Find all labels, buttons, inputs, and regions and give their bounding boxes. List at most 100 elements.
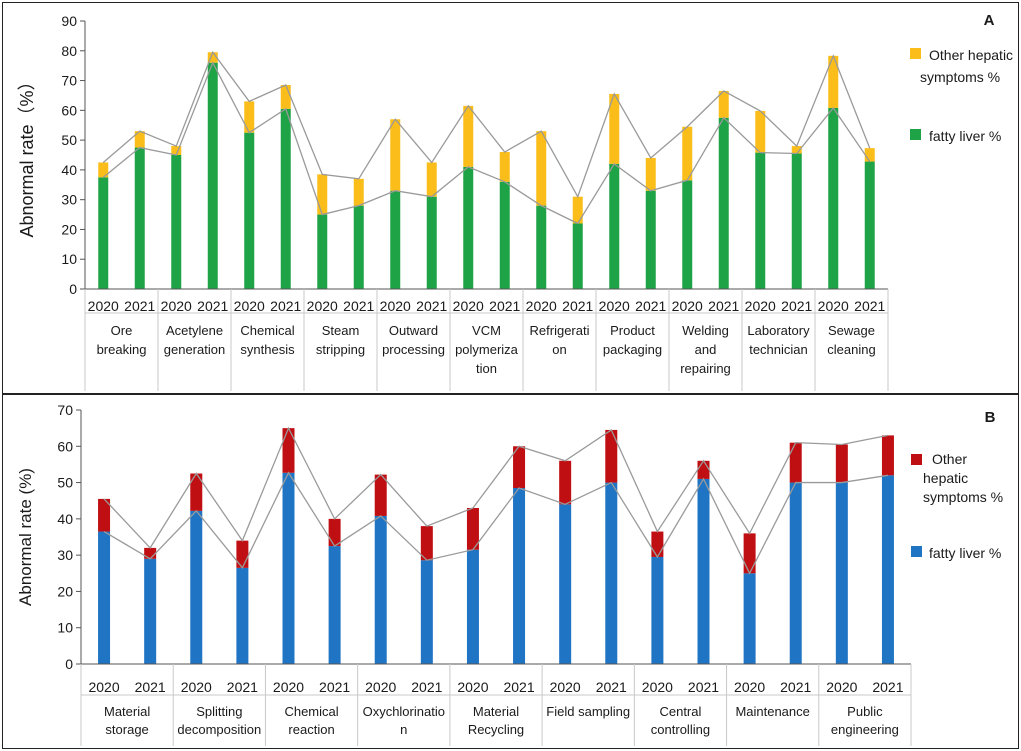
chart-a-y-tick-label: 30: [61, 192, 77, 208]
chart-b-bar-fatty-liver: [374, 515, 387, 664]
chart-a-bar-fatty-liver: [207, 62, 218, 289]
chart-a-category-label: packaging: [603, 342, 662, 357]
chart-a-category-label: synthesis: [240, 342, 295, 357]
chart-b-category-label: Splitting: [196, 704, 242, 719]
chart-a-bar-fatty-liver: [645, 190, 656, 289]
chart-a-category-label: Sewage: [828, 323, 875, 338]
chart-b-year-label: 2021: [780, 679, 811, 695]
chart-a-category-label: Outward: [389, 323, 438, 338]
chart-a-bar-other-hepatic: [207, 52, 218, 63]
chart-b-category-label: Public: [847, 704, 883, 719]
chart-a-bar-fatty-liver: [499, 181, 510, 289]
chart-a-category-label: on: [552, 342, 566, 357]
chart-a-category-label: Laboratory: [747, 323, 810, 338]
chart-a-bar-fatty-liver: [682, 180, 693, 289]
chart-a-bar-fatty-liver: [718, 117, 729, 290]
chart-a-bar-other-hepatic: [755, 110, 766, 153]
chart-b-bar-other-hepatic: [743, 533, 756, 574]
chart-b-year-label: 2021: [411, 679, 442, 695]
chart-a-year-label: 2020: [599, 298, 630, 314]
chart-b-y-tick-label: 10: [57, 620, 73, 636]
chart-b-category-label: Central: [659, 704, 701, 719]
chart-b-year-label: 2020: [826, 679, 857, 695]
chart-a-category-label: breaking: [97, 342, 147, 357]
chart-b-category-label: controlling: [651, 722, 710, 737]
chart-b-bar-other-hepatic: [144, 547, 157, 559]
chart-b-bar-fatty-liver: [282, 472, 295, 664]
chart-b-bar-fatty-liver: [420, 560, 433, 664]
chart-b-y-tick-label: 70: [57, 402, 73, 418]
chart-b-bar-fatty-liver: [743, 573, 756, 664]
chart-a-y-tick-label: 90: [61, 13, 77, 29]
chart-b-bar-fatty-liver: [559, 504, 572, 664]
chart-b-year-label: 2021: [227, 679, 258, 695]
chart-b-legend-swatch: [911, 546, 922, 557]
chart-a-category-label: and: [695, 342, 717, 357]
chart-a-bar-other-hepatic: [645, 157, 656, 191]
chart-b-year-label: 2020: [365, 679, 396, 695]
chart-b-bar-fatty-liver: [328, 546, 341, 664]
chart-a-line-fatty-liver: [102, 61, 871, 225]
chart-a-category-label: Chemical: [240, 323, 294, 338]
chart-a-year-label: 2021: [489, 298, 520, 314]
chart-b-y-axis-label: Abnormal rate (%): [16, 468, 35, 606]
chart-a-y-tick-label: 60: [61, 102, 77, 118]
chart-a-year-label: 2021: [854, 298, 885, 314]
chart-b-bar-other-hepatic: [605, 429, 618, 483]
chart-a-year-label: 2020: [818, 298, 849, 314]
chart-a-bar-fatty-liver: [791, 153, 802, 289]
chart-a-bar-other-hepatic: [864, 148, 875, 162]
chart-b-year-label: 2021: [596, 679, 627, 695]
chart-a-y-tick-label: 20: [61, 221, 77, 237]
chart-a-bar-other-hepatic: [426, 162, 437, 197]
chart-a-bar-other-hepatic: [463, 105, 474, 167]
chart-a-year-label: 2020: [307, 298, 338, 314]
chart-a-bar-other-hepatic: [280, 85, 291, 109]
chart-b-year-label: 2020: [642, 679, 673, 695]
chart-a-legend-label: Other hepatic: [929, 47, 1013, 63]
chart-b-legend-swatch: [911, 454, 922, 465]
chart-b-category-label: reaction: [288, 722, 334, 737]
chart-b-y-tick-label: 0: [65, 656, 73, 672]
chart-b-bar-other-hepatic: [190, 473, 203, 511]
chart-a-y-axis-label: Abnormal rate（%）: [17, 72, 37, 237]
chart-b-year-label: 2020: [181, 679, 212, 695]
chart-b-bar-other-hepatic: [282, 428, 295, 473]
chart-b-bar-other-hepatic: [374, 474, 387, 516]
chart-b-bar-other-hepatic: [835, 444, 848, 483]
chart-a-bar-fatty-liver: [353, 205, 364, 289]
chart-b-bar-fatty-liver: [98, 531, 111, 664]
chart-a-year-label: 2021: [562, 298, 593, 314]
chart-b-line-total: [103, 426, 889, 549]
chart-a-year-label: 2021: [124, 298, 155, 314]
chart-b-category-label: Material: [104, 704, 150, 719]
chart-a-category-label: repairing: [680, 361, 731, 376]
chart-a-category-label: generation: [164, 342, 225, 357]
chart-a-year-label: 2021: [343, 298, 374, 314]
chart-a-bar-other-hepatic: [244, 101, 255, 133]
chart-a-category-label: stripping: [316, 342, 365, 357]
chart-a-bar-fatty-liver: [536, 205, 547, 289]
chart-a-bar-fatty-liver: [134, 147, 145, 289]
chart-a-category-label: tion: [476, 361, 497, 376]
chart-a-bar-fatty-liver: [280, 108, 291, 289]
chart-b-year-label: 2021: [503, 679, 534, 695]
chart-a-bar-other-hepatic: [828, 55, 839, 108]
chart-a-bar-other-hepatic: [171, 146, 182, 155]
chart-b-y-tick-label: 20: [57, 583, 73, 599]
chart-b-category-label: storage: [105, 722, 148, 737]
chart-b-bar-fatty-liver: [513, 488, 526, 664]
chart-b-bar-fatty-liver: [697, 478, 710, 664]
chart-b-year-label: 2021: [135, 679, 166, 695]
chart-a-year-label: 2021: [197, 298, 228, 314]
chart-b-bar-other-hepatic: [697, 460, 710, 479]
chart-a-year-label: 2020: [380, 298, 411, 314]
chart-b-category-label: Recycling: [468, 722, 524, 737]
chart-a-bar-fatty-liver: [828, 107, 839, 289]
chart-a-category-label: Acetylene: [166, 323, 223, 338]
chart-a-bar-fatty-liver: [390, 190, 401, 289]
chart-a-bar-other-hepatic: [353, 178, 364, 206]
chart-a-year-label: 2020: [161, 298, 192, 314]
chart-a-category-label: Refrigerati: [530, 323, 590, 338]
chart-b-category-label: n: [400, 722, 407, 737]
